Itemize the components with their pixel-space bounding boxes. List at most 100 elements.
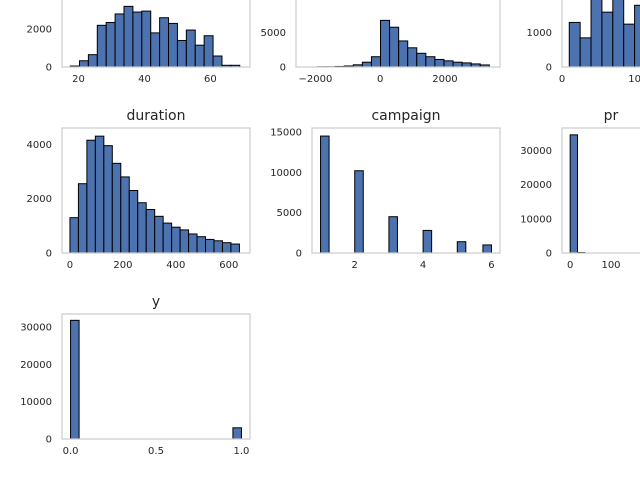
- day-bar: [579, 37, 592, 68]
- campaign-y-tick-label: 0: [296, 249, 302, 260]
- pdays-axes-frame: [561, 127, 640, 254]
- balance-x-tick-label: −2000: [299, 74, 333, 85]
- duration-bar: [196, 236, 207, 254]
- duration-bar: [69, 217, 79, 254]
- age-bar: [132, 11, 143, 68]
- subplot-duration: 0 200 400 600 0 2000 4000 duration: [27, 108, 251, 271]
- age-y-tick-label: 2000: [27, 25, 52, 36]
- duration-bar: [188, 233, 198, 254]
- age-bar: [168, 22, 178, 68]
- day-bar: [568, 21, 581, 68]
- pdays-x-tick-label: 0: [567, 260, 573, 271]
- y-title: y: [152, 294, 160, 310]
- duration-x-tick-label: 0: [67, 260, 73, 271]
- day-bar: [601, 11, 614, 68]
- campaign-y-tick-label: 5000: [277, 208, 302, 219]
- pdays-y-tick-label: 20000: [520, 180, 552, 191]
- duration-bar: [162, 222, 173, 254]
- campaign-bar: [388, 216, 398, 254]
- campaign-y-tick-label: 10000: [270, 168, 302, 179]
- age-bar: [87, 54, 98, 68]
- age-bar: [159, 17, 170, 68]
- age-bar: [114, 13, 125, 68]
- y-bar: [232, 427, 242, 440]
- age-x-tick-label: 40: [138, 74, 151, 85]
- campaign-bar: [456, 241, 467, 254]
- balance-bar: [461, 62, 472, 68]
- pdays-y-tick-label: 10000: [520, 214, 552, 225]
- pdays-x-tick-label: 100: [601, 260, 620, 271]
- duration-y-tick-label: 2000: [27, 194, 52, 205]
- balance-y-tick-label: 0: [280, 63, 286, 74]
- duration-x-tick-label: 600: [219, 260, 238, 271]
- pdays-y-tick-label: 30000: [520, 146, 552, 157]
- subplot-age: 20 40 60 0 2000: [27, 0, 251, 85]
- pdays-bar: [569, 134, 579, 254]
- pdays-y-tick-label: 0: [546, 249, 552, 260]
- duration-bar: [94, 135, 105, 254]
- subplot-day: 0 10 0 1000: [527, 0, 640, 85]
- day-bar: [590, 0, 603, 68]
- duration-bar: [86, 139, 96, 254]
- campaign-bar: [422, 229, 433, 254]
- y-y-tick-label: 10000: [20, 397, 52, 408]
- campaign-bar: [482, 244, 492, 254]
- y-y-tick-label: 0: [46, 435, 52, 446]
- y-y-tick-label: 30000: [20, 323, 52, 334]
- age-bar: [96, 24, 107, 68]
- age-x-tick-label: 60: [204, 74, 217, 85]
- y-x-tick-label: 1.0: [234, 446, 250, 457]
- y-x-tick-label: 0.5: [148, 446, 164, 457]
- campaign-bar: [354, 170, 364, 254]
- pdays-title: pr: [604, 108, 619, 124]
- duration-y-tick-label: 0: [46, 249, 52, 260]
- duration-bar: [221, 242, 232, 254]
- balance-bar: [452, 61, 463, 68]
- duration-bar: [103, 145, 113, 254]
- day-y-tick-label: 0: [546, 63, 552, 74]
- duration-bar: [230, 243, 240, 254]
- age-bar: [203, 35, 214, 68]
- age-bar: [194, 44, 205, 68]
- campaign-y-tick-label: 15000: [270, 128, 302, 139]
- duration-bar: [120, 176, 130, 254]
- age-bar: [150, 32, 161, 68]
- y-y-tick-label: 20000: [20, 360, 52, 371]
- day-bar: [634, 4, 640, 68]
- duration-bar: [154, 215, 164, 254]
- balance-bar: [407, 47, 418, 68]
- campaign-axes-frame: [311, 127, 501, 254]
- balance-axes-frame: [295, 0, 501, 68]
- subplot-y: 0.0 0.5 1.0 0 10000 20000 30000 y: [20, 294, 251, 457]
- age-bar: [176, 39, 187, 68]
- duration-axes-frame: [61, 127, 251, 254]
- campaign-x-tick-label: 4: [420, 260, 426, 271]
- day-axes-frame: [561, 0, 640, 68]
- age-bar: [105, 21, 116, 68]
- day-y-tick-label: 1000: [527, 28, 552, 39]
- age-x-tick-label: 20: [72, 74, 85, 85]
- campaign-bar: [320, 135, 330, 254]
- balance-bar: [425, 56, 436, 68]
- campaign-x-tick-label: 2: [352, 260, 358, 271]
- campaign-title: campaign: [371, 108, 440, 124]
- balance-bar: [389, 26, 400, 68]
- duration-bar: [77, 183, 88, 254]
- day-x-tick-label: 10: [628, 74, 640, 85]
- age-y-tick-label: 0: [46, 63, 52, 74]
- y-bar: [70, 319, 80, 440]
- duration-bar: [213, 240, 223, 254]
- duration-bar: [171, 226, 181, 254]
- age-bar: [78, 60, 89, 68]
- balance-bar: [416, 52, 427, 68]
- duration-bar: [205, 238, 215, 254]
- duration-y-tick-label: 4000: [27, 140, 52, 151]
- day-bar: [623, 23, 636, 68]
- balance-x-tick-label: 0: [377, 74, 383, 85]
- campaign-x-tick-label: 6: [488, 260, 494, 271]
- duration-title: duration: [127, 108, 186, 124]
- age-bar: [185, 29, 196, 68]
- duration-bar: [137, 202, 147, 254]
- y-axes-frame: [61, 313, 251, 440]
